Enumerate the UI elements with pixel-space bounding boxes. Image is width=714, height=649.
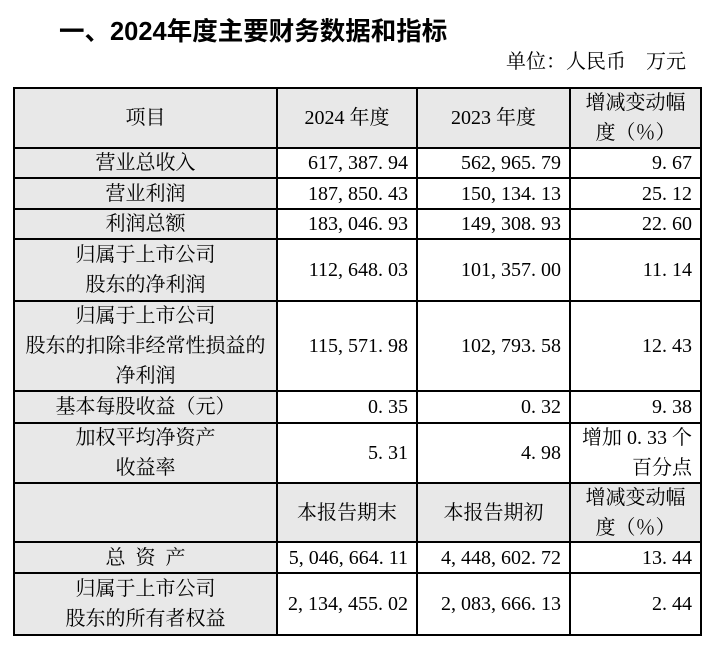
- value-change: 9. 38: [652, 396, 692, 418]
- value-2023: 149, 308. 93: [461, 213, 561, 235]
- row-label-cell: 加权平均净资产 收益率: [15, 424, 276, 482]
- value-change: 2. 44: [652, 593, 692, 615]
- value-cell-2024: 617, 387. 94: [278, 149, 416, 177]
- value-cell-change: 12. 43: [571, 302, 700, 390]
- value-2024: 0. 35: [368, 396, 408, 418]
- value-2023: 0. 32: [521, 396, 561, 418]
- value-cell-2024: 0. 35: [278, 392, 416, 422]
- value-cell-change: 增加 0. 33 个百分点: [571, 424, 700, 482]
- value-cell-2024: 183, 046. 93: [278, 210, 416, 238]
- value-cell-2023: 149, 308. 93: [418, 210, 569, 238]
- row-label-cell: 营业利润: [15, 179, 276, 208]
- value-cell-2023: 101, 357. 00: [418, 240, 569, 300]
- row-label: 营业利润: [105, 182, 186, 205]
- row-label: 归属于上市公司 股东的扣除非经常性损益的净利润: [25, 305, 266, 387]
- header-label: 增减变动幅度（％）: [585, 92, 686, 144]
- header-label: 项目: [125, 107, 166, 129]
- value-cell-change: 9. 38: [571, 392, 700, 422]
- value-2023: 562, 965. 79: [461, 152, 561, 174]
- value-cell-change: 25. 12: [571, 179, 700, 208]
- value-change: 13. 44: [642, 546, 692, 569]
- section-header-change: 增减变动幅度（％）: [571, 484, 700, 541]
- row-label: 利润总额: [105, 213, 186, 235]
- section-header-label: 本报告期末: [297, 501, 397, 524]
- header-cell-2024: 2024 年度: [278, 89, 416, 147]
- value-2024: 5. 31: [368, 442, 408, 464]
- page-title: 一、2024年度主要财务数据和指标: [59, 17, 448, 46]
- value-change: 22. 60: [642, 213, 692, 235]
- header-cell-item: 项目: [15, 89, 276, 147]
- value-change: 25. 12: [642, 182, 692, 205]
- header-label: 2023 年度: [451, 107, 536, 129]
- value-cell-2023: 4. 98: [418, 424, 569, 482]
- value-cell-change: 11. 14: [571, 240, 700, 300]
- value-cell-begin: 2, 083, 666. 13: [418, 574, 569, 634]
- value-2023: 150, 134. 13: [461, 182, 561, 205]
- row-label: 加权平均净资产 收益率: [75, 427, 216, 479]
- header-cell-2023: 2023 年度: [418, 89, 569, 147]
- row-label-cell: 基本每股收益（元）: [15, 392, 276, 422]
- value-2023: 4. 98: [521, 442, 561, 464]
- value-cell-2023: 102, 793. 58: [418, 302, 569, 390]
- section-header-end: 本报告期末: [278, 484, 416, 541]
- row-label: 归属于上市公司 股东的所有者权益: [65, 578, 226, 630]
- value-change: 增加 0. 33 个百分点: [582, 427, 692, 479]
- value-cell-2024: 187, 850. 43: [278, 179, 416, 208]
- value-change: 9. 67: [652, 152, 692, 174]
- value-end: 2, 134, 455. 02: [288, 593, 408, 615]
- row-label-cell: 归属于上市公司 股东的所有者权益: [15, 574, 276, 634]
- value-cell-2023: 0. 32: [418, 392, 569, 422]
- section-header-begin: 本报告期初: [418, 484, 569, 541]
- row-label-cell: 营业总收入: [15, 149, 276, 177]
- value-cell-begin: 4, 448, 602. 72: [418, 543, 569, 572]
- value-cell-2023: 150, 134. 13: [418, 179, 569, 208]
- row-label-cell: 归属于上市公司 股东的扣除非经常性损益的净利润: [15, 302, 276, 390]
- value-cell-end: 5, 046, 664. 11: [278, 543, 416, 572]
- row-label: 基本每股收益（元）: [55, 396, 236, 418]
- row-label: 营业总收入: [95, 152, 196, 174]
- value-2024: 617, 387. 94: [308, 152, 408, 174]
- value-cell-2024: 115, 571. 98: [278, 302, 416, 390]
- value-2024: 115, 571. 98: [308, 335, 408, 357]
- value-cell-change: 2. 44: [571, 574, 700, 634]
- value-cell-2024: 112, 648. 03: [278, 240, 416, 300]
- row-label: 总 资 产: [105, 546, 186, 569]
- value-2024: 187, 850. 43: [308, 182, 408, 205]
- value-change: 11. 14: [642, 259, 692, 281]
- row-label-cell: 利润总额: [15, 210, 276, 238]
- value-begin: 2, 083, 666. 13: [441, 593, 561, 615]
- section-header-label: 本报告期初: [443, 501, 544, 524]
- unit-note: 单位：人民币 万元: [506, 51, 686, 73]
- value-2023: 102, 793. 58: [461, 335, 561, 357]
- section-header-label: 增减变动幅度（％）: [585, 486, 686, 539]
- value-end: 5, 046, 664. 11: [288, 546, 408, 569]
- value-2024: 112, 648. 03: [308, 259, 408, 281]
- financial-table: 项目 2024 年度 2023 年度 增减变动幅度（％） 营业总收入 617, …: [13, 87, 702, 636]
- value-cell-change: 13. 44: [571, 543, 700, 572]
- header-label: 2024 年度: [304, 107, 390, 129]
- value-2024: 183, 046. 93: [308, 213, 408, 235]
- value-cell-2023: 562, 965. 79: [418, 149, 569, 177]
- header-cell-change: 增减变动幅度（％）: [571, 89, 700, 147]
- row-label-cell: 总 资 产: [15, 543, 276, 572]
- value-change: 12. 43: [642, 335, 692, 357]
- value-begin: 4, 448, 602. 72: [441, 546, 561, 569]
- value-2023: 101, 357. 00: [461, 259, 561, 281]
- value-cell-change: 9. 67: [571, 149, 700, 177]
- value-cell-end: 2, 134, 455. 02: [278, 574, 416, 634]
- value-cell-change: 22. 60: [571, 210, 700, 238]
- row-label-cell: 归属于上市公司 股东的净利润: [15, 240, 276, 300]
- section-header-empty-cell: [15, 484, 276, 541]
- row-label: 归属于上市公司 股东的净利润: [75, 244, 216, 296]
- value-cell-2024: 5. 31: [278, 424, 416, 482]
